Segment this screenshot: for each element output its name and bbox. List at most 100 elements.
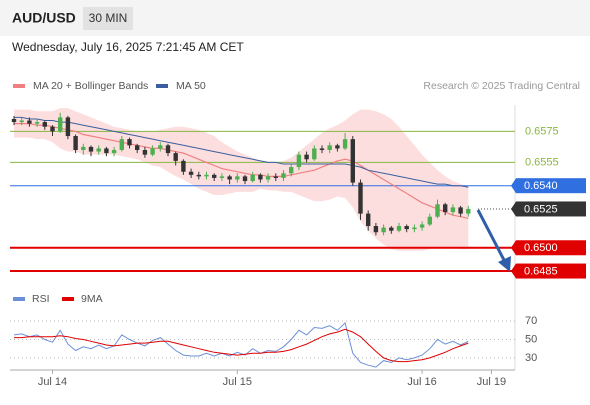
candle-body: [127, 139, 132, 146]
legend-swatch: [13, 84, 25, 88]
candle-body: [119, 139, 124, 150]
candle-body: [273, 176, 278, 178]
candle-body: [450, 207, 456, 213]
candle-body: [327, 145, 332, 150]
candle-body: [427, 216, 432, 225]
candle-body: [158, 145, 163, 149]
level-label: 0.6485: [524, 265, 558, 277]
candle-body: [235, 176, 240, 180]
rsi-legend-swatch: [62, 297, 74, 301]
candle-body: [435, 204, 440, 217]
candle-body: [81, 146, 86, 150]
level-label-box: [516, 201, 586, 217]
candle-body: [173, 153, 178, 161]
candle-body: [227, 176, 232, 180]
candle-body: [11, 118, 17, 123]
rsi-tick-label: 30: [525, 352, 537, 364]
candle-body: [96, 148, 101, 152]
rsi-line: [14, 328, 469, 363]
legend-label: MA 20 + Bollinger Bands: [33, 80, 148, 92]
candle-body: [58, 117, 63, 132]
candle-body: [373, 226, 379, 233]
credit: Research © 2025 Trading Central: [423, 80, 580, 92]
candle-body: [196, 174, 201, 177]
level-label-box: [516, 240, 586, 256]
candle-body: [296, 154, 302, 168]
candle-body: [65, 117, 71, 137]
level-label: 0.6500: [524, 242, 558, 254]
x-tick-label: Jul 14: [38, 376, 67, 388]
rsi-tick-label: 50: [525, 333, 537, 345]
level-label-pointer: [511, 263, 516, 279]
level-label-pointer: [511, 240, 516, 256]
candle-body: [188, 171, 194, 175]
x-tick-label: Jul 15: [223, 376, 252, 388]
candle-body: [135, 145, 140, 150]
level-label: 0.6540: [524, 180, 558, 192]
forecast-arrow: [476, 209, 507, 263]
candle-body: [258, 174, 263, 180]
chart-title: AUD/USD: [12, 10, 76, 26]
rsi-legend-swatch: [13, 297, 25, 301]
candle-body: [350, 139, 355, 183]
candle-body: [212, 174, 217, 178]
candle-body: [150, 148, 155, 155]
candle-body: [312, 148, 317, 160]
rsi-legend-label: RSI: [32, 293, 50, 305]
candle-body: [242, 176, 248, 182]
candle-body: [335, 145, 340, 149]
candle-body: [443, 204, 448, 213]
candle-body: [281, 173, 286, 178]
rsi-legend-label: 9MA: [81, 293, 103, 305]
candle-body: [204, 174, 209, 177]
candle-body: [389, 227, 394, 231]
level-label-pointer: [511, 178, 516, 194]
rsi-line: [13, 321, 469, 368]
candle-body: [342, 139, 348, 149]
legend-label: MA 50: [176, 80, 206, 92]
subtitle: Wednesday, July 16, 2025 7:21:45 AM CET: [12, 40, 244, 54]
forecast-arrow-head: [498, 256, 511, 272]
candle-body: [381, 227, 386, 233]
timeframe-box: [83, 7, 133, 30]
moving-average: [14, 123, 469, 219]
candle-body: [265, 176, 271, 180]
level-label-pointer: [511, 201, 516, 217]
candle-body: [34, 122, 40, 124]
candle-body: [412, 227, 417, 230]
candle-body: [304, 154, 309, 160]
candle-body: [419, 224, 425, 228]
candle-body: [366, 213, 371, 227]
candle-body: [19, 120, 24, 123]
candle-body: [104, 148, 109, 154]
candle-body: [88, 146, 94, 152]
candle-body: [165, 145, 171, 154]
x-tick-label: Jul 16: [407, 376, 436, 388]
candle-body: [289, 167, 294, 174]
rsi-tick-label: 70: [525, 315, 537, 327]
candle-body: [73, 136, 78, 150]
level-label: 0.6575: [525, 125, 559, 137]
candle-body: [111, 150, 117, 154]
candle-body: [358, 182, 363, 214]
level-label-box: [516, 263, 586, 279]
candle-body: [404, 226, 409, 230]
level-label: 0.6555: [525, 156, 559, 168]
moving-average: [14, 116, 469, 188]
candle-body: [27, 120, 32, 124]
candle-body: [396, 226, 402, 231]
timeframe: 30 MIN: [89, 11, 128, 25]
x-tick-label: Jul 19: [477, 376, 506, 388]
candle-body: [319, 148, 325, 150]
level-label: 0.6525: [524, 203, 558, 215]
candle-body: [50, 126, 55, 132]
candle-body: [42, 122, 47, 127]
level-label-box: [516, 178, 586, 194]
legend-swatch: [156, 84, 168, 88]
candle-body: [466, 208, 471, 214]
candle-body: [250, 174, 255, 182]
candle-body: [219, 176, 225, 178]
candle-body: [181, 160, 186, 172]
candle-body: [142, 150, 148, 155]
